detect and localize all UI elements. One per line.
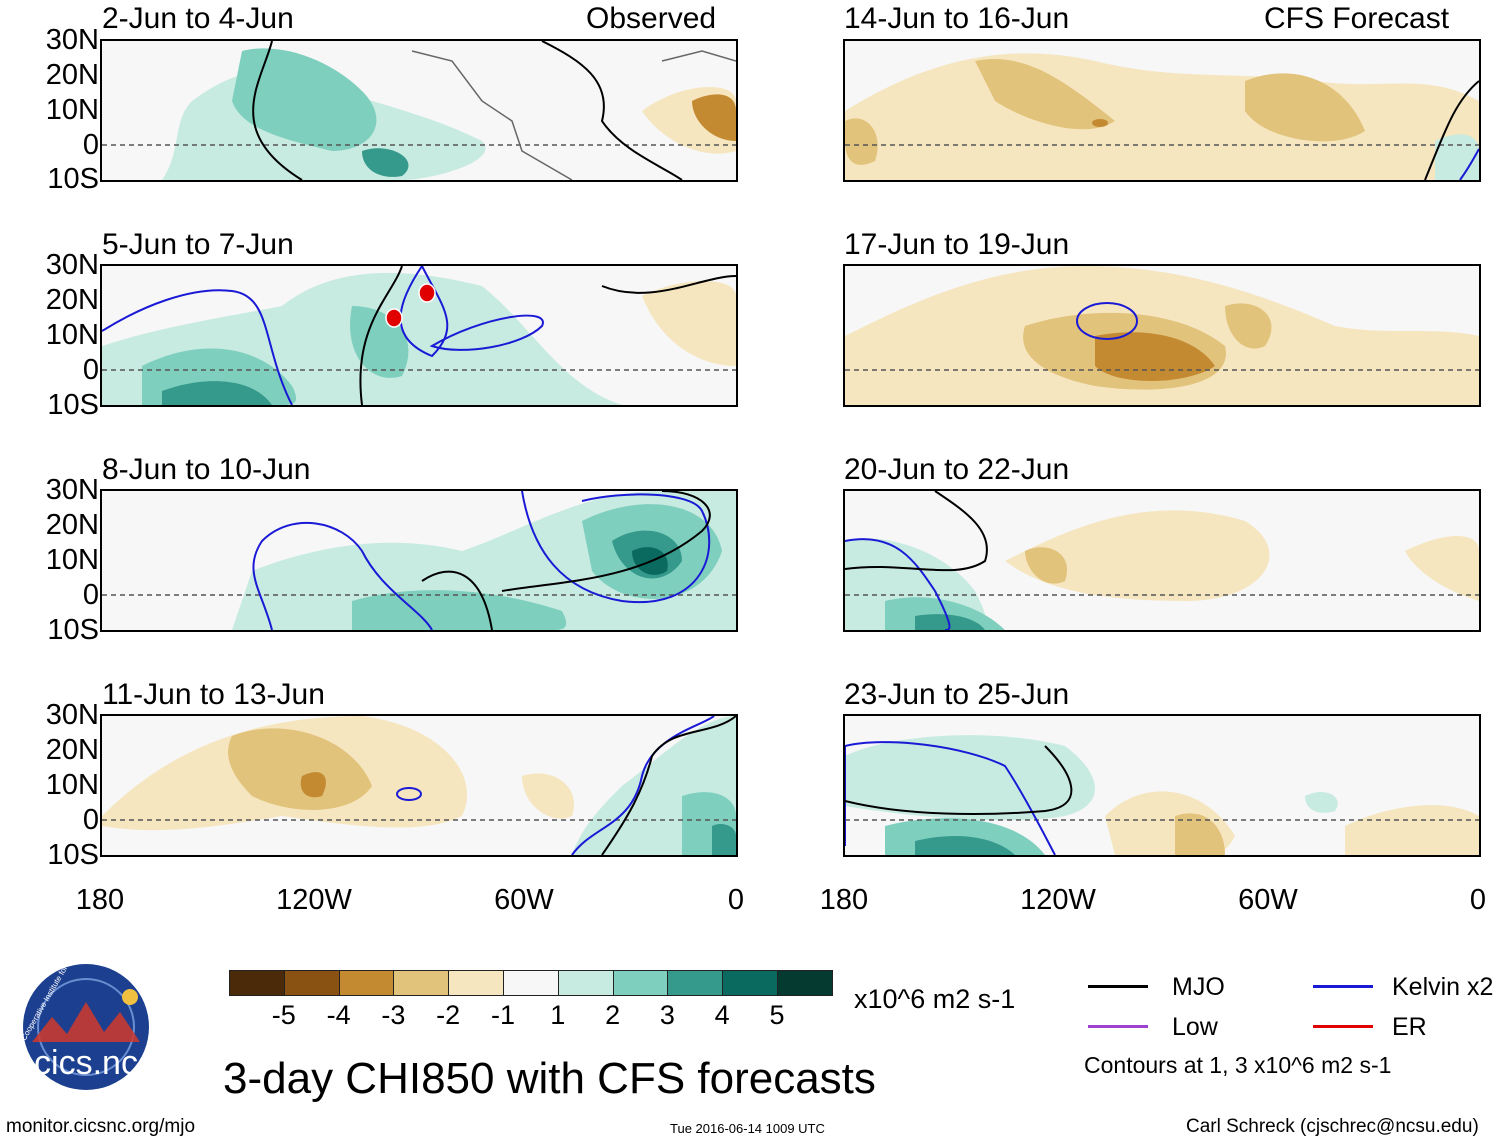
lat-label: 10N bbox=[45, 544, 99, 576]
panel-title-8: 23-Jun to 25-Jun bbox=[844, 678, 1070, 711]
lat-label: 20N bbox=[45, 509, 99, 541]
lat-label: 0 bbox=[82, 579, 99, 611]
map-panel-cfs-3-plot bbox=[845, 491, 1479, 630]
footer-author: Carl Schreck (cjschrec@ncsu.edu) bbox=[1186, 1116, 1479, 1137]
lat-label: 10S bbox=[47, 614, 99, 646]
map-panel-obs-3 bbox=[100, 489, 738, 632]
map-panel-obs-2-plot bbox=[102, 266, 736, 405]
lat-label: 0 bbox=[82, 129, 99, 161]
main-title: 3-day CHI850 with CFS forecasts bbox=[223, 1054, 876, 1103]
legend-kelvin-line bbox=[1313, 985, 1373, 988]
colorbar-tick-label: 5 bbox=[769, 1000, 785, 1030]
legend-mjo-line bbox=[1088, 985, 1148, 988]
map-panel-cfs-1 bbox=[843, 39, 1481, 182]
panel-title-4: 11-Jun to 13-Jun bbox=[102, 678, 325, 711]
legend-low-line bbox=[1088, 1025, 1148, 1028]
footer-timestamp: Tue 2016-06-14 1009 UTC bbox=[670, 1121, 825, 1136]
panel-title-3: 8-Jun to 10-Jun bbox=[102, 453, 311, 486]
colorbar-tick-label: 4 bbox=[714, 1000, 730, 1030]
cfs-forecast-header: CFS Forecast bbox=[1264, 2, 1450, 35]
lat-label: 10N bbox=[45, 769, 99, 801]
lat-label: 30N bbox=[45, 474, 99, 506]
colorbar-swatch bbox=[557, 970, 614, 996]
lat-label: 10S bbox=[47, 163, 99, 195]
lat-label: 10N bbox=[45, 94, 99, 126]
lat-label: 30N bbox=[45, 249, 99, 281]
cics-logo: Cooperative Institute for Climate and Sa… bbox=[12, 895, 160, 1092]
colorbar-swatch bbox=[448, 970, 504, 996]
colorbar-swatch bbox=[503, 970, 559, 996]
colorbar-swatch bbox=[777, 970, 833, 996]
legend-er-line bbox=[1313, 1025, 1373, 1028]
colorbar-tick-label: -4 bbox=[326, 1000, 351, 1030]
colorbar-tick-label: 2 bbox=[605, 1000, 621, 1030]
map-panel-cfs-3 bbox=[843, 489, 1481, 632]
lat-label: 20N bbox=[45, 734, 99, 766]
footer-url[interactable]: monitor.cicsnc.org/mjo bbox=[6, 1116, 196, 1137]
lat-label: 30N bbox=[45, 699, 99, 731]
lat-label: 10N bbox=[45, 319, 99, 351]
logo-text: cics.nc bbox=[34, 1044, 138, 1082]
lon-label: 120W bbox=[276, 884, 352, 916]
panel-title-1: 2-Jun to 4-Jun bbox=[102, 2, 294, 35]
lon-label: 60W bbox=[1238, 884, 1298, 916]
map-panel-cfs-4-plot bbox=[845, 735, 1479, 855]
observed-header: Observed bbox=[586, 2, 717, 35]
lon-label: 0 bbox=[1469, 884, 1487, 916]
lat-label: 30N bbox=[45, 24, 99, 56]
colorbar-swatch bbox=[722, 970, 778, 996]
colorbar-swatch bbox=[667, 970, 724, 996]
lat-label: 10S bbox=[47, 389, 99, 421]
legend-mjo-label: MJO bbox=[1172, 973, 1225, 1001]
map-panel-obs-1-plot bbox=[102, 41, 736, 180]
colorbar-tick-label: -2 bbox=[436, 1000, 461, 1030]
colorbar-swatch bbox=[338, 970, 395, 996]
colorbar-tick-label: -5 bbox=[271, 1000, 296, 1030]
lat-label: 20N bbox=[45, 59, 99, 91]
map-panel-cfs-1-plot bbox=[845, 53, 1479, 180]
panel-title-6: 17-Jun to 19-Jun bbox=[844, 228, 1070, 261]
lat-label: 0 bbox=[82, 804, 99, 836]
legend-low-label: Low bbox=[1172, 1013, 1218, 1041]
colorbar-swatch bbox=[393, 970, 450, 996]
map-panel-cfs-2 bbox=[843, 264, 1481, 407]
legend-er-label: ER bbox=[1392, 1013, 1427, 1041]
panel-title-7: 20-Jun to 22-Jun bbox=[844, 453, 1070, 486]
colorbar-swatch bbox=[229, 970, 285, 996]
colorbar-tick-label: -1 bbox=[490, 1000, 515, 1030]
lon-label: 60W bbox=[494, 884, 554, 916]
colorbar-tick-label: 1 bbox=[550, 1000, 566, 1030]
map-panel-obs-4-plot bbox=[102, 716, 736, 855]
lon-label: 120W bbox=[1020, 884, 1096, 916]
legend-kelvin-label: Kelvin x2 bbox=[1392, 973, 1494, 1001]
lon-label: 180 bbox=[75, 884, 125, 916]
colorbar-tick-label: 3 bbox=[659, 1000, 675, 1030]
map-panel-obs-2 bbox=[100, 264, 738, 407]
map-panel-obs-4 bbox=[100, 714, 738, 857]
lon-label: 180 bbox=[819, 884, 869, 916]
map-panel-obs-1 bbox=[100, 39, 738, 182]
contours-note: Contours at 1, 3 x10^6 m2 s-1 bbox=[1084, 1052, 1392, 1078]
map-panel-cfs-4 bbox=[843, 714, 1481, 857]
map-panel-obs-3-plot bbox=[102, 491, 736, 630]
colorbar-swatch bbox=[283, 970, 340, 996]
lat-label: 0 bbox=[82, 354, 99, 386]
lat-label: 10S bbox=[47, 839, 99, 871]
colorbar-tick-label: -3 bbox=[381, 1000, 406, 1030]
panel-title-5: 14-Jun to 16-Jun bbox=[844, 2, 1070, 35]
map-panel-cfs-2-plot bbox=[845, 266, 1479, 405]
lon-label: 0 bbox=[727, 884, 745, 916]
panel-title-2: 5-Jun to 7-Jun bbox=[102, 228, 294, 261]
colorbar-units: x10^6 m2 s-1 bbox=[854, 984, 1016, 1014]
colorbar-swatch bbox=[612, 970, 669, 996]
lat-label: 20N bbox=[45, 284, 99, 316]
